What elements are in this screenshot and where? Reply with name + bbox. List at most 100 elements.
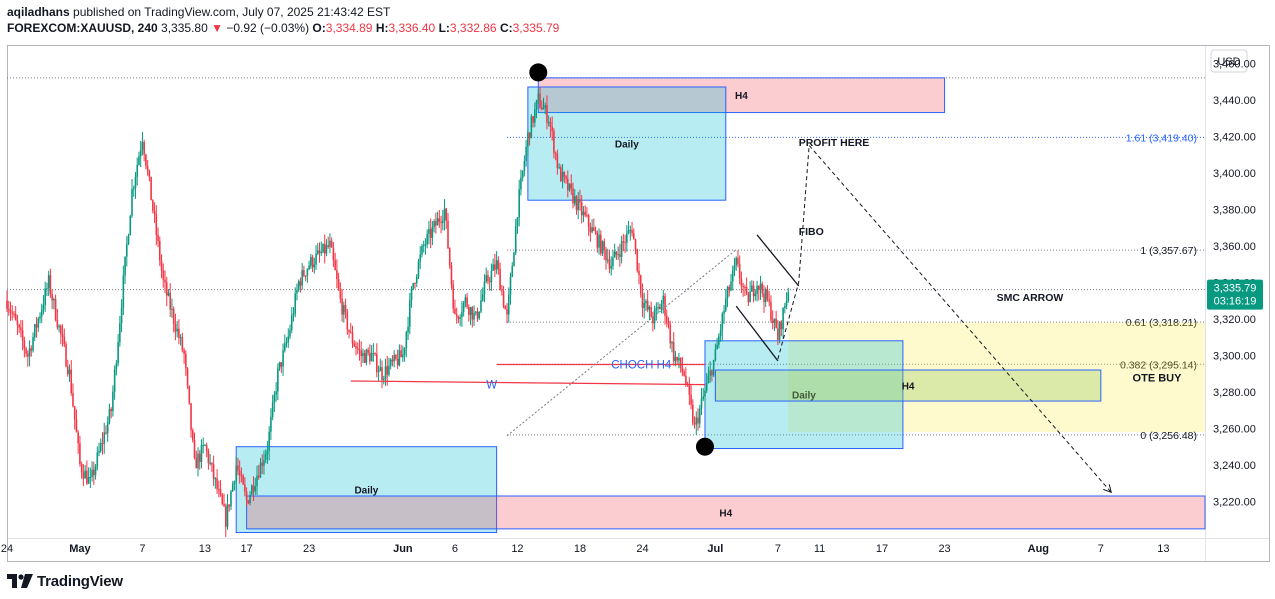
candle-body xyxy=(162,270,165,280)
candle-body xyxy=(174,323,177,332)
candle-body xyxy=(344,304,347,312)
brand-text: TradingView xyxy=(37,572,123,590)
candle-body xyxy=(450,265,453,285)
author-name[interactable]: aqiladhans xyxy=(7,5,70,19)
candle-body xyxy=(263,459,265,466)
candle-body xyxy=(414,282,416,284)
candle-body xyxy=(14,313,17,321)
candle-body xyxy=(27,353,29,357)
currency-badge[interactable]: USD xyxy=(1210,49,1248,73)
candle-body xyxy=(70,369,73,394)
candle-body xyxy=(198,453,201,462)
candle-body xyxy=(119,323,121,343)
candle-body xyxy=(233,481,236,484)
symbol-label[interactable]: FOREXCOM:XAUUSD, 240 xyxy=(7,21,158,35)
candle-body xyxy=(641,293,644,308)
x-tick-label: 13 xyxy=(199,543,211,555)
candle-body xyxy=(676,356,678,361)
candle-body xyxy=(98,450,100,453)
candle-body xyxy=(96,452,99,467)
candle-body xyxy=(631,230,633,234)
candle-body xyxy=(441,220,444,224)
candle-body xyxy=(35,324,38,328)
candle-body xyxy=(502,291,505,307)
candle-body xyxy=(521,170,524,178)
candle-body xyxy=(61,334,64,337)
candle-body xyxy=(117,342,119,364)
candle-body xyxy=(606,259,609,261)
candle-body xyxy=(579,199,581,203)
candle-body xyxy=(42,305,45,310)
x-tick-label: 7 xyxy=(139,543,145,555)
candle-body xyxy=(714,349,717,360)
candle-body xyxy=(157,234,159,241)
candle-body xyxy=(268,431,270,451)
candle-body xyxy=(768,299,771,302)
candle-body xyxy=(126,244,128,257)
candle-body xyxy=(483,281,486,295)
candle-body xyxy=(593,227,595,231)
candle-body xyxy=(660,303,663,310)
candle-body xyxy=(507,294,510,315)
candle-body xyxy=(527,132,529,147)
candle-body xyxy=(634,239,637,250)
candle-body xyxy=(181,337,184,351)
candle-body xyxy=(221,494,224,504)
label-profit-here: PROFIT HERE xyxy=(799,137,870,149)
candle-body xyxy=(388,365,390,375)
candle-body xyxy=(613,251,616,258)
candle-body xyxy=(692,404,694,424)
candle-body xyxy=(698,408,701,424)
candle-body xyxy=(657,307,659,309)
candle-body xyxy=(216,478,218,490)
candle-body xyxy=(785,300,788,307)
candle-body xyxy=(702,396,705,400)
open-value: 3,334.89 xyxy=(325,21,373,35)
candle-body xyxy=(646,300,649,310)
candle-body xyxy=(212,464,215,479)
candle-body xyxy=(204,445,206,447)
candle-body xyxy=(648,306,651,310)
candle-body xyxy=(419,254,422,262)
candle-body xyxy=(358,349,361,351)
candle-body xyxy=(754,293,757,297)
candle-body xyxy=(742,286,744,288)
zone-h4-top xyxy=(537,77,946,114)
candle-body xyxy=(228,504,231,507)
candle-body xyxy=(285,342,288,344)
candle-body xyxy=(643,302,645,308)
candle-body xyxy=(266,450,269,455)
candle-body xyxy=(249,494,251,504)
candle-body xyxy=(716,344,718,350)
x-tick-label: 7 xyxy=(775,543,781,555)
candle-body xyxy=(39,316,41,319)
candle-body xyxy=(283,343,286,351)
candle-body xyxy=(365,349,368,363)
candle-body xyxy=(381,367,383,381)
candle-body xyxy=(79,443,81,464)
candle-body xyxy=(511,266,514,277)
candle-body xyxy=(273,394,276,403)
candle-body xyxy=(46,288,48,290)
candle-body xyxy=(257,475,260,478)
label-choch-h4: CHOCH H4 xyxy=(611,360,672,372)
zone-h4-mid-label: H4 xyxy=(902,382,915,393)
candle-body xyxy=(528,132,531,139)
candle-body xyxy=(259,462,262,478)
candle-body xyxy=(518,189,520,218)
candle-body xyxy=(124,256,126,276)
candle-body xyxy=(681,367,684,372)
candle-body xyxy=(395,355,397,359)
candle-body xyxy=(160,260,163,271)
candle-body xyxy=(7,308,10,310)
x-tick-label: 24 xyxy=(1,543,13,555)
y-tick-label: 3,440.00 xyxy=(1213,95,1256,107)
candle-body xyxy=(297,281,300,290)
candle-body xyxy=(245,491,248,501)
candle-body xyxy=(391,359,394,362)
candle-body xyxy=(487,275,489,282)
candle-body xyxy=(254,486,257,492)
candle-body xyxy=(728,286,731,291)
candle-body xyxy=(725,298,727,311)
